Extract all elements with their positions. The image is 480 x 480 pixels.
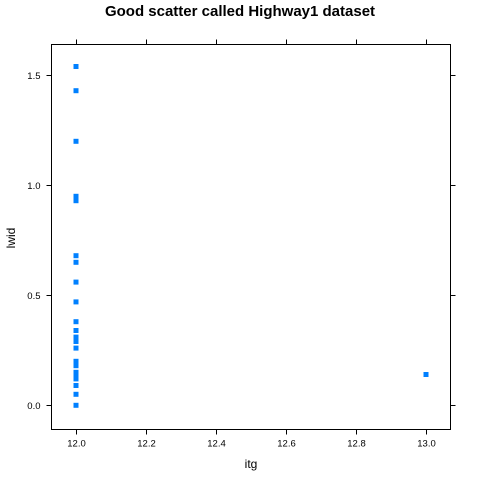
data-point <box>73 138 79 144</box>
data-point <box>73 253 79 259</box>
y-tick-label: 0.5 <box>27 291 40 302</box>
x-tick-label: 12.0 <box>67 439 86 450</box>
x-tick-label: 12.2 <box>137 439 156 450</box>
data-point <box>73 193 79 199</box>
y-tick-label: 1.5 <box>27 71 40 82</box>
data-point <box>73 64 79 69</box>
data-point <box>73 319 79 325</box>
data-point <box>423 372 429 377</box>
data-point <box>73 198 79 204</box>
data-point <box>73 88 79 94</box>
data-point <box>73 345 79 351</box>
data-points <box>73 64 429 408</box>
data-point <box>73 339 79 344</box>
data-point <box>73 299 79 305</box>
data-point <box>73 259 79 265</box>
data-point <box>73 391 79 397</box>
axis-ticks: 12.0 12.2 12.4 12.6 12.8 13.0 0.0 0.5 1.0 1.5 <box>27 39 456 450</box>
x-tick-label: 12.8 <box>347 439 366 450</box>
x-tick-label: 13.0 <box>417 439 436 450</box>
data-point <box>73 402 79 408</box>
y-axis-label: lwid <box>4 228 18 249</box>
data-point <box>73 334 79 340</box>
plot-frame <box>51 44 451 430</box>
data-point <box>73 363 79 369</box>
x-tick-label: 12.6 <box>277 439 296 450</box>
y-tick-label: 0.0 <box>27 401 40 412</box>
chart-title: Good scatter called Highway1 dataset <box>105 3 375 20</box>
data-point <box>73 369 79 375</box>
data-point <box>73 376 79 382</box>
data-point <box>73 383 79 388</box>
data-point <box>73 358 79 364</box>
y-tick-label: 1.0 <box>27 181 40 192</box>
x-axis-label: itg <box>245 457 258 471</box>
data-point <box>73 279 79 285</box>
x-tick-label: 12.4 <box>207 439 226 450</box>
data-point <box>73 328 79 333</box>
